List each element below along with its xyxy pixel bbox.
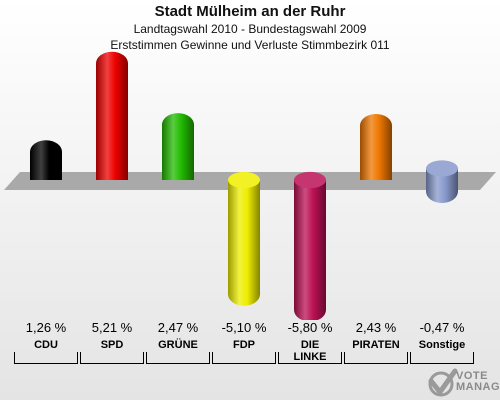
vote-manager-wordmark: VOTE MANAGER: [456, 371, 500, 393]
category-label: DIE LINKE: [293, 339, 327, 363]
category-bracket: [410, 352, 474, 364]
category-label: PIRATEN: [352, 339, 400, 351]
data-label: -5,80 %: [287, 320, 333, 335]
category-bracket: [80, 352, 144, 364]
data-label: 2,43 %: [355, 320, 397, 335]
category-label: GRÜNE: [158, 339, 198, 351]
category-label: FDP: [233, 339, 255, 351]
chart-subtitle: Landtagswahl 2010 - Bundestagswahl 2009: [133, 22, 367, 36]
bar-piraten: [360, 114, 392, 180]
bar-sonstige: [426, 160, 458, 204]
data-label: 2,47 %: [157, 320, 199, 335]
vote-manager-logo: [428, 368, 458, 397]
bar-spd: [96, 51, 128, 180]
category-label: CDU: [34, 339, 58, 351]
checkmark-icon: [428, 368, 458, 397]
category-bracket: [344, 352, 408, 364]
category-bracket: [212, 352, 276, 364]
bar-gr-ne: [162, 113, 194, 180]
bar-chart: [4, 51, 496, 320]
logo-word-manager: MANAGER: [456, 381, 500, 393]
logo-word-vote: VOTE: [456, 370, 488, 382]
category-label: SPD: [100, 339, 124, 351]
chart-subtitle-2: Erststimmen Gewinne und Verluste Stimmbe…: [110, 38, 390, 52]
category-bracket: [146, 352, 210, 364]
category-bracket: [14, 352, 78, 364]
chart-title: Stadt Mülheim an der Ruhr: [154, 3, 346, 20]
bar-die-linke: [294, 171, 326, 320]
data-label: 1,26 %: [25, 320, 67, 335]
category-label: Sonstige: [418, 339, 466, 351]
bar-fdp: [228, 171, 260, 306]
category-bracket: [278, 352, 342, 364]
data-label: 5,21 %: [91, 320, 133, 335]
data-label: -5,10 %: [221, 320, 267, 335]
bar-cdu: [30, 140, 62, 180]
data-label: -0,47 %: [419, 320, 465, 335]
